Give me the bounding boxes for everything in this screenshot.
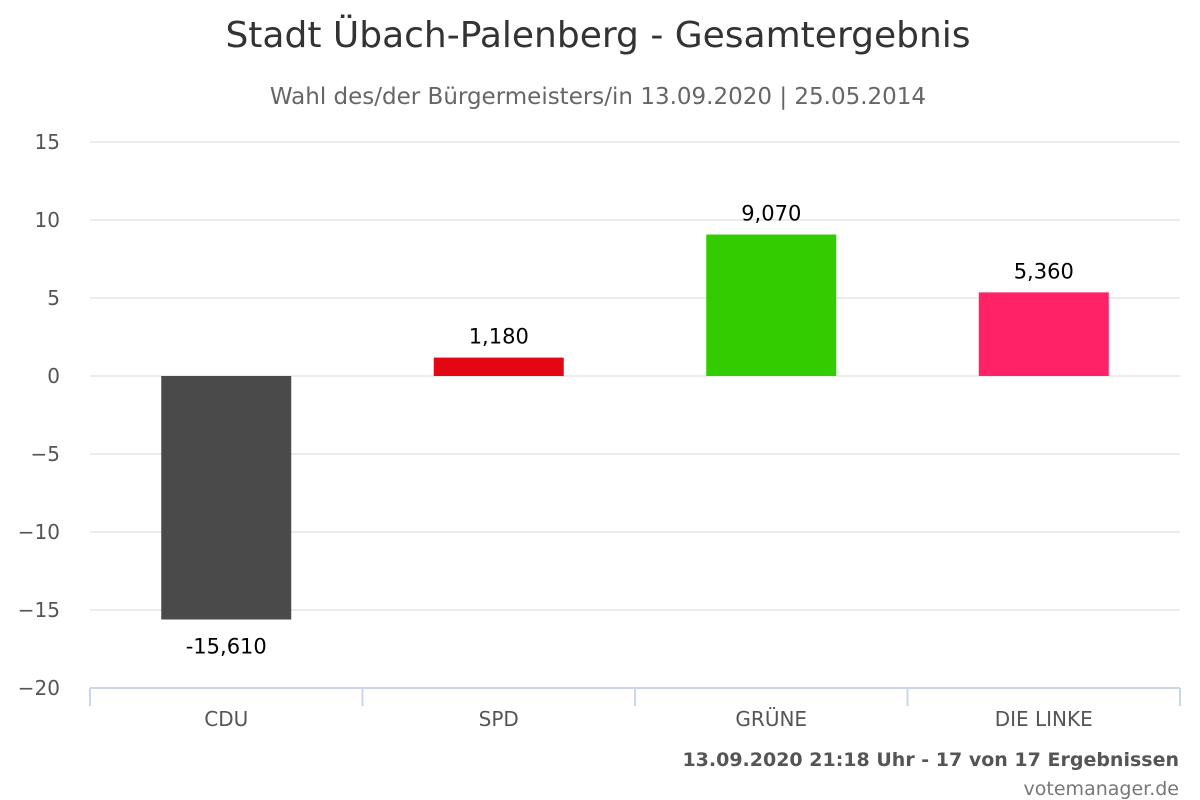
y-tick-label: 5 [47,286,60,310]
chart-title: Stadt Übach-Palenberg - Gesamtergebnis [225,14,970,56]
chart-subtitle: Wahl des/der Bürgermeisters/in 13.09.202… [270,84,926,110]
bar-cdu[interactable] [161,376,292,620]
y-tick-label: 15 [35,130,60,154]
data-label: 9,070 [741,202,801,226]
bars [161,234,1109,620]
bar-spd[interactable] [433,357,564,376]
y-tick-label: 10 [35,208,60,232]
y-tick-label: −20 [18,676,60,700]
x-tick-label: DIE LINKE [995,707,1093,731]
bar-die-linke[interactable] [978,292,1109,376]
y-tick-label: −5 [31,442,60,466]
x-tick-label: GRÜNE [735,707,807,731]
y-tick-label: 0 [47,364,60,388]
x-tick-label: SPD [479,707,519,731]
y-tick-label: −15 [18,598,60,622]
y-tick-label: −10 [18,520,60,544]
data-labels: -15,610 1,180 9,070 5,360 [186,202,1074,659]
footer-credit[interactable]: votemanager.de [1024,778,1179,800]
y-axis-ticks: 15 10 5 0 −5 −10 −15 −20 [18,130,60,700]
bar-gr-ne[interactable] [706,234,837,376]
data-label: 5,360 [1014,259,1074,283]
data-label: 1,180 [469,325,529,349]
data-label: -15,610 [186,635,267,659]
footer-status: 13.09.2020 21:18 Uhr - 17 von 17 Ergebni… [682,749,1179,771]
x-tick-label: CDU [204,707,248,731]
x-axis: CDU SPD GRÜNE DIE LINKE [89,687,1181,731]
